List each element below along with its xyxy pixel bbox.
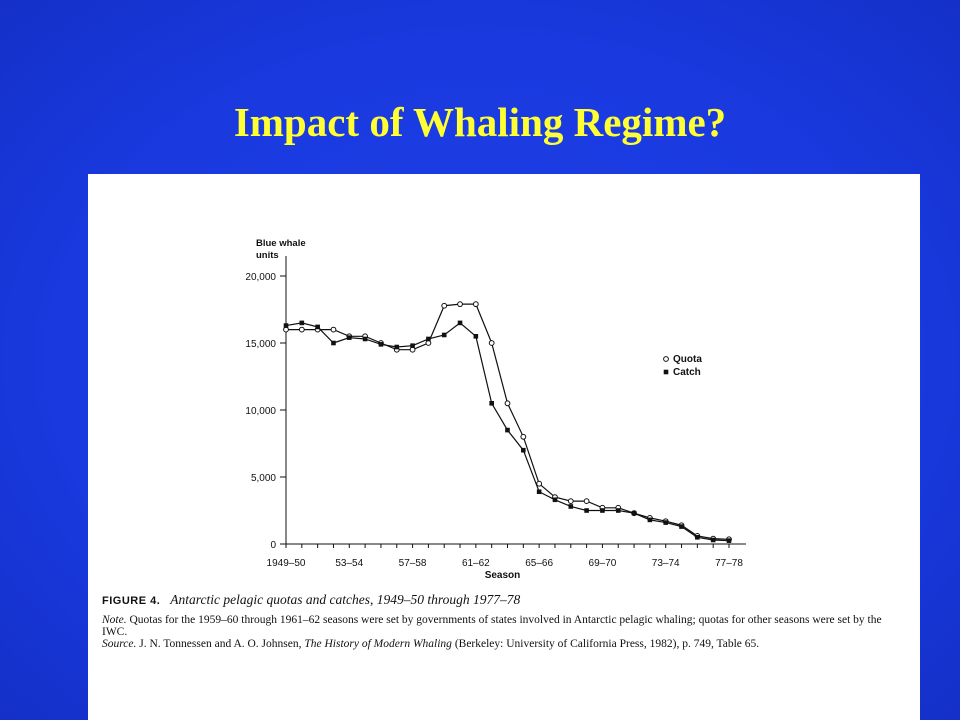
catch-point	[299, 320, 305, 326]
catch-point	[457, 320, 463, 326]
catch-point	[710, 537, 716, 543]
legend-label-catch: Catch	[673, 367, 701, 378]
figure-source: Source. J. N. Tonnessen and A. O. Johnse…	[102, 638, 902, 650]
quota-point	[488, 340, 495, 346]
catch-point	[315, 324, 320, 330]
catch-point	[726, 538, 732, 543]
quota-point	[409, 346, 416, 353]
catch-point	[505, 427, 510, 433]
y-tick-label: 5,000	[251, 473, 276, 484]
chart-legend: Quota Catch	[663, 354, 702, 378]
quota-point	[520, 433, 527, 440]
x-tick-label: 1949–50	[267, 558, 306, 569]
legend-label-quota: Quota	[673, 354, 702, 365]
series-line-quota	[286, 303, 730, 540]
x-tick-label: 77–78	[715, 558, 743, 569]
quota-point	[583, 498, 590, 505]
x-tick-label: 73–74	[652, 558, 680, 569]
y-tick-label: 10,000	[245, 406, 276, 417]
catch-point	[647, 517, 653, 523]
x-tick-label: 69–70	[589, 558, 617, 569]
source-rest: (Berkeley: University of California Pres…	[454, 638, 760, 650]
quota-point	[330, 326, 337, 333]
chart-axes: 0 5,000 10,000 15,000 20,000 1949–50 53–54 57–5…	[245, 238, 746, 581]
figure-panel: 0 5,000 10,000 15,000 20,000 1949–50 53–54 57–5…	[88, 174, 920, 720]
quota-point	[298, 326, 305, 333]
quota-point	[457, 301, 463, 308]
quota-point	[504, 400, 511, 407]
slide-title: Impact of Whaling Regime?	[233, 99, 727, 145]
quota-catch-chart: 0 5,000 10,000 15,000 20,000 1949–50 53–54 57–5…	[245, 238, 746, 581]
quota-point	[536, 480, 543, 487]
catch-point	[410, 343, 415, 348]
legend-quota-marker	[663, 356, 669, 362]
chart-series	[283, 301, 732, 543]
quota-point	[441, 302, 448, 309]
quota-point	[283, 326, 289, 333]
figure-title: Antarctic pelagic quotas and catches, 19…	[170, 592, 521, 607]
legend-catch-marker	[663, 369, 669, 375]
quota-point	[472, 301, 479, 308]
note-text: Quotas for the 1959–60 through 1961–62 s…	[102, 614, 882, 638]
catch-point	[346, 335, 352, 340]
catch-point	[362, 336, 368, 342]
catch-point	[600, 508, 605, 513]
catch-point	[331, 340, 336, 346]
figure-label: FIGURE 4.	[102, 595, 161, 607]
source-label: Source.	[102, 638, 137, 650]
figure-caption: FIGURE 4. Antarctic pelagic quotas and ca…	[102, 592, 902, 608]
catch-point	[679, 524, 684, 529]
catch-point	[378, 342, 384, 347]
catch-point	[552, 497, 558, 503]
catch-point	[695, 535, 700, 540]
quota-point	[425, 340, 432, 346]
source-authors: J. N. Tonnessen and A. O. Johnsen,	[139, 638, 302, 650]
series-catch	[283, 320, 732, 543]
y-axis-label-line1: Blue whale	[256, 238, 306, 249]
x-tick-label: 53–54	[335, 558, 363, 569]
catch-point	[536, 489, 542, 495]
figure-note: Note. Quotas for the 1959–60 through 196…	[102, 614, 902, 638]
quota-point	[567, 498, 574, 505]
catch-point	[521, 447, 526, 453]
y-tick-label: 15,000	[245, 339, 276, 350]
catch-point	[394, 344, 400, 350]
y-tick-label: 0	[270, 540, 276, 551]
y-tick-label: 20,000	[245, 272, 276, 283]
x-tick-label: 65–66	[525, 558, 553, 569]
catch-point	[473, 334, 479, 339]
x-tick-label: 57–58	[399, 558, 427, 569]
catch-point	[568, 504, 574, 509]
x-tick-label: 61–62	[462, 558, 490, 569]
catch-point	[426, 336, 431, 342]
catch-point	[584, 508, 589, 513]
catch-point	[631, 510, 637, 516]
catch-point	[441, 332, 447, 338]
catch-point	[615, 508, 621, 513]
catch-point	[283, 323, 289, 328]
catch-point	[489, 401, 494, 406]
y-axis-label-line2: units	[256, 250, 279, 261]
note-label: Note.	[102, 614, 127, 626]
catch-point	[663, 520, 669, 525]
source-book: The History of Modern Whaling	[304, 638, 452, 650]
x-axis-label: Season	[485, 570, 521, 581]
